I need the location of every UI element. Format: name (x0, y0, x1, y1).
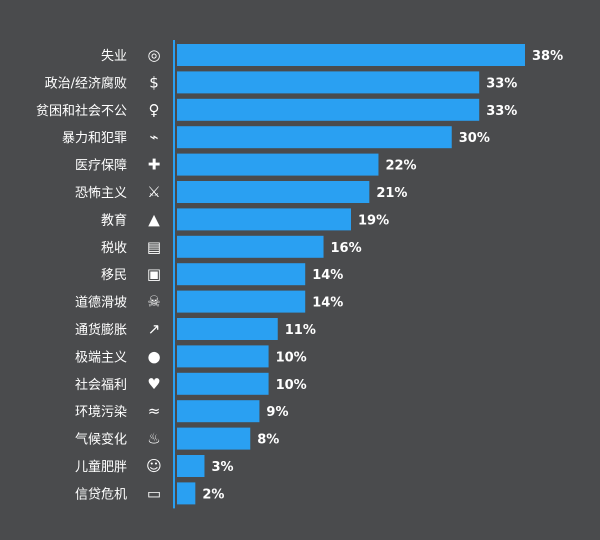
category-label: 政治/经济腐败 (45, 76, 127, 91)
bar (177, 263, 306, 286)
category-label: 税收 (101, 241, 127, 256)
value-label: 3% (211, 460, 233, 475)
category-label: 气候变化 (75, 432, 127, 448)
value-label: 22% (385, 159, 416, 174)
value-label: 33% (486, 104, 517, 119)
aid-hand-icon: ♥ (147, 375, 160, 393)
bar (177, 44, 525, 66)
graduation-cap-icon: ▲ (148, 210, 160, 228)
category-label: 环境污染 (75, 405, 127, 420)
bar (177, 98, 480, 121)
category-label: 移民 (101, 268, 127, 283)
fighting-people-icon: ☠ (147, 293, 160, 311)
bar (177, 455, 205, 477)
category-label: 通货膨胀 (75, 322, 127, 338)
fire-icon: ♨ (147, 430, 160, 448)
category-label: 教育 (101, 212, 127, 228)
rising-chart-icon: ↗ (148, 320, 161, 338)
bar (177, 482, 196, 505)
value-label: 30% (459, 131, 490, 146)
balaclava-icon: ● (147, 347, 160, 365)
crossed-weapons-icon: ⚔ (147, 183, 160, 201)
category-label: 失业 (101, 49, 127, 64)
value-label: 2% (202, 487, 224, 502)
value-label: 14% (312, 268, 343, 283)
person-icon: ♀ (149, 101, 160, 119)
suitcase-icon: ▣ (147, 265, 161, 283)
bar (177, 318, 278, 340)
category-label: 恐怖主义 (75, 185, 127, 201)
bar (177, 126, 452, 149)
value-label: 14% (312, 296, 343, 311)
revolver-icon: ⌁ (149, 128, 158, 146)
bar (177, 372, 269, 395)
category-label: 贫困和社会不公 (36, 103, 127, 119)
bar (177, 427, 251, 450)
category-label: 暴力和犯罪 (62, 131, 127, 146)
value-label: 10% (276, 350, 307, 365)
category-label: 极端主义 (75, 350, 127, 365)
bar (177, 290, 306, 313)
money-bag-icon: $ (149, 73, 159, 91)
obese-child-icon: ☺ (146, 457, 162, 475)
value-label: 33% (486, 76, 517, 91)
value-label: 8% (257, 433, 279, 448)
tax-form-icon: ▤ (147, 238, 161, 256)
bar (177, 400, 260, 423)
bar (177, 208, 351, 231)
bar (177, 345, 269, 368)
nurse-cap-icon: ✚ (148, 156, 161, 174)
value-label: 16% (331, 241, 362, 256)
value-label: 21% (376, 186, 407, 201)
bar (177, 235, 324, 258)
category-label: 道德滑坡 (75, 296, 127, 311)
bar (177, 153, 379, 176)
value-label: 19% (358, 213, 389, 228)
category-label: 社会福利 (75, 377, 127, 393)
bar (177, 71, 480, 94)
category-label: 儿童肥胖 (75, 459, 127, 475)
value-label: 38% (532, 49, 563, 64)
value-label: 10% (276, 378, 307, 393)
bar (177, 181, 370, 203)
category-label: 医疗保障 (75, 159, 127, 174)
polluted-water-icon: ≈ (148, 402, 161, 420)
value-label: 11% (285, 323, 316, 338)
credit-card-icon: ▭ (147, 484, 161, 502)
category-label: 信贷危机 (75, 487, 127, 502)
binoculars-icon: ◎ (147, 46, 160, 64)
value-label: 9% (266, 405, 288, 420)
